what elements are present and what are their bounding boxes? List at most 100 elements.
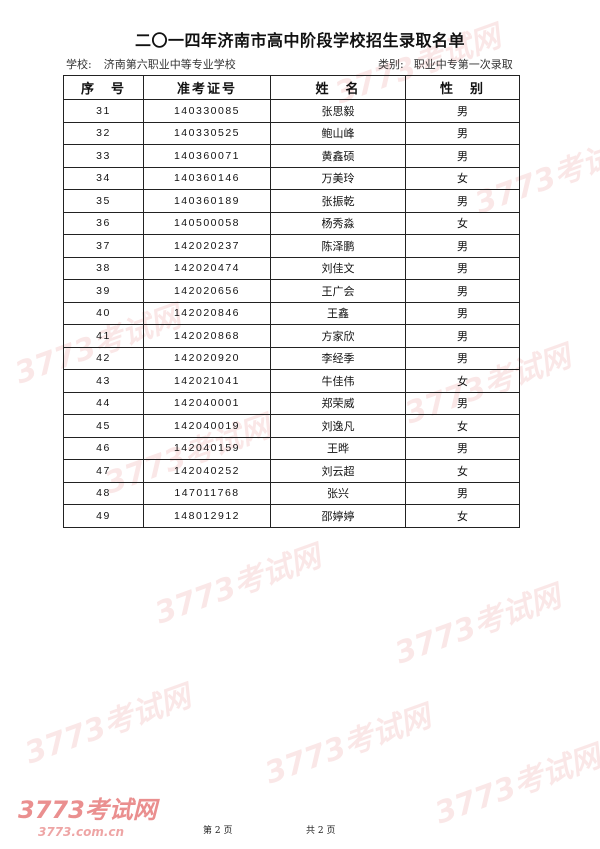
cell-name: 陈泽鹏 <box>270 234 406 258</box>
header-name: 姓 名 <box>270 75 406 100</box>
cell-exam-id: 140360071 <box>143 144 271 168</box>
cell-gender: 女 <box>405 369 520 393</box>
watermark: 3773考试网 <box>150 539 326 632</box>
cell-gender: 男 <box>405 324 520 348</box>
cell-name: 刘云超 <box>270 459 406 483</box>
cell-exam-id: 147011768 <box>143 481 271 505</box>
header-serial: 序 号 <box>63 75 144 100</box>
table-row: 36 140500058 杨秀淼女 <box>63 211 520 235</box>
cell-gender: 男 <box>405 279 520 303</box>
watermark-logo-url: 3773.com.cn <box>38 825 125 839</box>
cell-exam-id: 142021041 <box>143 369 271 393</box>
cell-serial: 42 <box>63 346 144 370</box>
cell-exam-id: 140330085 <box>143 99 271 123</box>
watermark: 3773考试网 <box>430 739 600 832</box>
cell-gender: 男 <box>405 121 520 145</box>
cell-gender: 女 <box>405 459 520 483</box>
cell-gender: 男 <box>405 481 520 505</box>
table-row: 40 142020846 王鑫男 <box>63 301 520 325</box>
cell-name: 刘佳文 <box>270 256 406 280</box>
cell-serial: 46 <box>63 436 144 460</box>
cell-name: 万美玲 <box>270 166 406 190</box>
cell-serial: 31 <box>63 99 144 123</box>
table-row: 45 142040019 刘逸凡女 <box>63 414 520 438</box>
table-row: 43 142021041 牛佳伟女 <box>63 369 520 393</box>
cell-gender: 男 <box>405 144 520 168</box>
watermark-logo-text: 3773考试网 <box>18 796 157 824</box>
cell-exam-id: 142020474 <box>143 256 271 280</box>
cell-name: 张兴 <box>270 481 406 505</box>
category-label: 类别: <box>378 58 404 71</box>
cell-exam-id: 140500058 <box>143 211 271 235</box>
cell-name: 王广会 <box>270 279 406 303</box>
cell-name: 方家欣 <box>270 324 406 348</box>
cell-gender: 男 <box>405 301 520 325</box>
table-row: 37 142020237 陈泽鹏男 <box>63 234 520 258</box>
cell-gender: 男 <box>405 346 520 370</box>
document-title: 二〇一四年济南市高中阶段学校招生录取名单 <box>134 31 465 50</box>
cell-gender: 男 <box>405 99 520 123</box>
category-info: 类别: 职业中专第一次录取 <box>378 56 523 72</box>
table-row: 32 140330525 鲍山峰男 <box>63 121 520 145</box>
cell-exam-id: 142020846 <box>143 301 271 325</box>
page-number: 第 2 页 <box>203 826 233 836</box>
cell-serial: 39 <box>63 279 144 303</box>
cell-exam-id: 142040252 <box>143 459 271 483</box>
cell-serial: 38 <box>63 256 144 280</box>
cell-gender: 女 <box>405 414 520 438</box>
table-row: 46 142040159 王晔男 <box>63 436 520 460</box>
cell-gender: 女 <box>405 504 520 528</box>
cell-exam-id: 142040159 <box>143 436 271 460</box>
watermark: 3773考试网 <box>390 579 566 672</box>
cell-gender: 男 <box>405 189 520 213</box>
cell-serial: 49 <box>63 504 144 528</box>
cell-name: 鲍山峰 <box>270 121 406 145</box>
cell-exam-id: 140360146 <box>143 166 271 190</box>
school-label: 学校: <box>66 58 92 71</box>
cell-name: 刘逸凡 <box>270 414 406 438</box>
cell-exam-id: 142020920 <box>143 346 271 370</box>
table-row: 41 142020868 方家欣男 <box>63 324 520 348</box>
cell-name: 黄鑫硕 <box>270 144 406 168</box>
cell-gender: 男 <box>405 256 520 280</box>
cell-name: 李经季 <box>270 346 406 370</box>
admission-table: 序 号 准考证号 姓 名 性 别 31 140330085 张思毅男 32 140330… <box>63 75 520 528</box>
cell-gender: 女 <box>405 166 520 190</box>
cell-gender: 男 <box>405 234 520 258</box>
watermark: 3773考试网 <box>260 699 436 792</box>
cell-name: 邵婷婷 <box>270 504 406 528</box>
page-total: 共 2 页 <box>306 826 336 836</box>
cell-serial: 44 <box>63 391 144 415</box>
category-value: 职业中专第一次录取 <box>413 58 513 71</box>
watermark-logo: 3773考试网 3773.com.cn <box>18 790 157 839</box>
cell-name: 郑荣威 <box>270 391 406 415</box>
cell-serial: 34 <box>63 166 144 190</box>
cell-serial: 32 <box>63 121 144 145</box>
cell-exam-id: 142040001 <box>143 391 271 415</box>
cell-exam-id: 142020656 <box>143 279 271 303</box>
cell-gender: 女 <box>405 211 520 235</box>
cell-name: 王晔 <box>270 436 406 460</box>
cell-exam-id: 142040019 <box>143 414 271 438</box>
header-exam-id: 准考证号 <box>143 75 271 100</box>
cell-serial: 33 <box>63 144 144 168</box>
table-row: 47 142040252 刘云超女 <box>63 459 520 483</box>
table-row: 34 140360146 万美玲女 <box>63 166 520 190</box>
school-info: 学校: 济南第六职业中等专业学校 <box>66 56 248 72</box>
cell-serial: 41 <box>63 324 144 348</box>
cell-exam-id: 142020237 <box>143 234 271 258</box>
cell-gender: 男 <box>405 436 520 460</box>
cell-serial: 48 <box>63 481 144 505</box>
header-gender: 性 别 <box>405 75 520 100</box>
cell-name: 牛佳伟 <box>270 369 406 393</box>
cell-exam-id: 142020868 <box>143 324 271 348</box>
cell-serial: 37 <box>63 234 144 258</box>
table-row: 31 140330085 张思毅男 <box>63 99 520 123</box>
cell-exam-id: 140360189 <box>143 189 271 213</box>
cell-serial: 36 <box>63 211 144 235</box>
school-name: 济南第六职业中等专业学校 <box>103 58 236 71</box>
table-row: 39 142020656 王广会男 <box>63 279 520 303</box>
cell-name: 张思毅 <box>270 99 406 123</box>
table-row: 35 140360189 张振乾男 <box>63 189 520 213</box>
table-header-row: 序 号 准考证号 姓 名 性 别 <box>63 75 520 100</box>
